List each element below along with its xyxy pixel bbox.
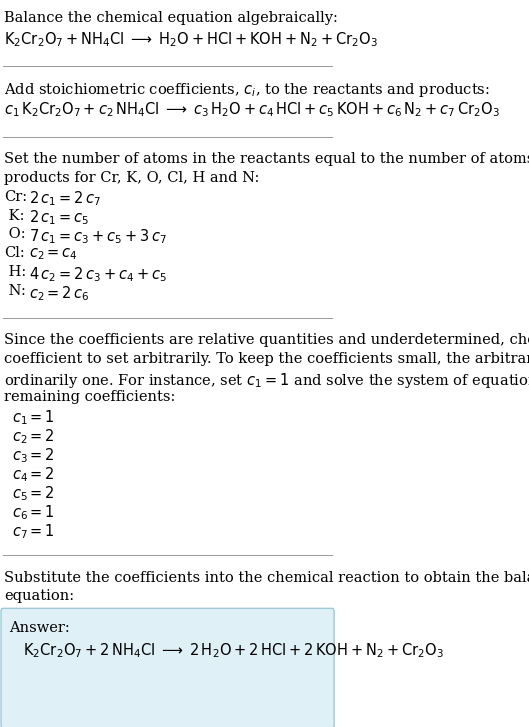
Text: $c_2 = c_4$: $c_2 = c_4$ <box>29 246 78 262</box>
Text: O:: O: <box>4 228 25 241</box>
Text: $c_3 = 2$: $c_3 = 2$ <box>12 446 55 465</box>
Text: coefficient to set arbitrarily. To keep the coefficients small, the arbitrary va: coefficient to set arbitrarily. To keep … <box>4 352 529 366</box>
Text: Since the coefficients are relative quantities and underdetermined, choose a: Since the coefficients are relative quan… <box>4 333 529 347</box>
Text: $c_5 = 2$: $c_5 = 2$ <box>12 484 55 503</box>
Text: $c_6 = 1$: $c_6 = 1$ <box>12 503 55 522</box>
Text: $c_2 = 2$: $c_2 = 2$ <box>12 427 55 446</box>
Text: Cr:: Cr: <box>4 190 27 204</box>
Text: $2\,c_1 = 2\,c_7$: $2\,c_1 = 2\,c_7$ <box>29 190 101 209</box>
Text: ordinarily one. For instance, set $c_1 = 1$ and solve the system of equations fo: ordinarily one. For instance, set $c_1 =… <box>4 371 529 390</box>
Text: Set the number of atoms in the reactants equal to the number of atoms in the: Set the number of atoms in the reactants… <box>4 152 529 166</box>
Text: Cl:: Cl: <box>4 246 25 260</box>
Text: $c_1\,\mathrm{K_2Cr_2O_7} + c_2\,\mathrm{NH_4Cl} \;\longrightarrow\; c_3\,\mathr: $c_1\,\mathrm{K_2Cr_2O_7} + c_2\,\mathrm… <box>4 100 500 119</box>
Text: remaining coefficients:: remaining coefficients: <box>4 390 176 403</box>
Text: $4\,c_2 = 2\,c_3 + c_4 + c_5$: $4\,c_2 = 2\,c_3 + c_4 + c_5$ <box>29 265 167 284</box>
Text: $c_4 = 2$: $c_4 = 2$ <box>12 465 55 484</box>
Text: products for Cr, K, O, Cl, H and N:: products for Cr, K, O, Cl, H and N: <box>4 171 259 185</box>
Text: Balance the chemical equation algebraically:: Balance the chemical equation algebraica… <box>4 11 338 25</box>
Text: N:: N: <box>4 284 26 298</box>
Text: equation:: equation: <box>4 590 74 603</box>
FancyBboxPatch shape <box>1 608 334 727</box>
Text: K:: K: <box>4 209 24 222</box>
Text: $c_7 = 1$: $c_7 = 1$ <box>12 522 55 541</box>
Text: $\mathrm{K_2Cr_2O_7} + 2\,\mathrm{NH_4Cl} \;\longrightarrow\; 2\,\mathrm{H_2O} +: $\mathrm{K_2Cr_2O_7} + 2\,\mathrm{NH_4Cl… <box>23 641 444 660</box>
Text: $7\,c_1 = c_3 + c_5 + 3\,c_7$: $7\,c_1 = c_3 + c_5 + 3\,c_7$ <box>29 228 167 246</box>
Text: $\mathrm{K_2Cr_2O_7} + \mathrm{NH_4Cl} \;\longrightarrow\; \mathrm{H_2O} + \math: $\mathrm{K_2Cr_2O_7} + \mathrm{NH_4Cl} \… <box>4 30 378 49</box>
Text: Add stoichiometric coefficients, $c_i$, to the reactants and products:: Add stoichiometric coefficients, $c_i$, … <box>4 81 490 100</box>
Text: $c_2 = 2\,c_6$: $c_2 = 2\,c_6$ <box>29 284 90 303</box>
Text: $c_1 = 1$: $c_1 = 1$ <box>12 409 55 427</box>
Text: H:: H: <box>4 265 26 279</box>
Text: Substitute the coefficients into the chemical reaction to obtain the balanced: Substitute the coefficients into the che… <box>4 571 529 585</box>
Text: $2\,c_1 = c_5$: $2\,c_1 = c_5$ <box>29 209 89 228</box>
Text: Answer:: Answer: <box>10 621 70 635</box>
